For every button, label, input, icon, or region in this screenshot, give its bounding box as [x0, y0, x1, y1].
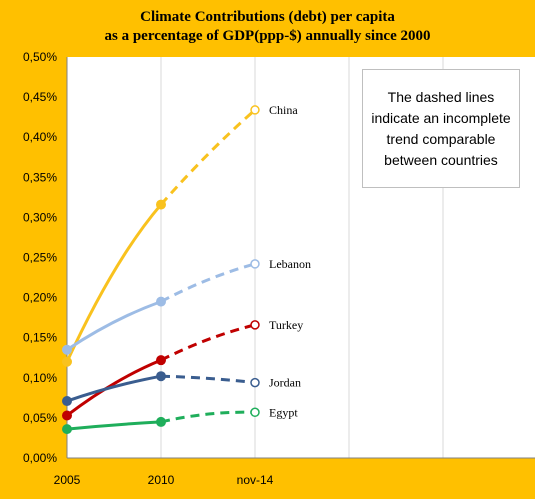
x-tick-label: 2005: [54, 473, 81, 487]
x-tick-label: nov-14: [237, 473, 274, 487]
series-label-egypt: Egypt: [269, 405, 298, 419]
series-line-egypt: [65, 420, 163, 431]
data-point-jordan: [156, 371, 166, 382]
data-point-lebanon: [62, 344, 72, 355]
y-tick-label: 0,15%: [23, 331, 57, 345]
series-dashed-line-egypt: [160, 410, 256, 424]
data-point-jordan: [250, 377, 260, 388]
data-point-jordan: [62, 396, 72, 407]
data-point-china: [62, 356, 72, 367]
data-point-lebanon: [156, 296, 166, 307]
series-label-jordan: Jordan: [269, 376, 301, 390]
y-tick-label: 0,40%: [23, 130, 57, 144]
x-tick-label: 2010: [148, 473, 175, 487]
y-tick-label: 0,45%: [23, 90, 57, 104]
chart-title-line-2: as a percentage of GDP(ppp-$) annually s…: [104, 28, 431, 44]
data-point-turkey: [62, 410, 72, 421]
series-dashed-line-china: [159, 108, 256, 206]
series-label-china: China: [269, 103, 298, 117]
y-tick-label: 0,35%: [23, 170, 57, 184]
data-point-egypt: [250, 407, 260, 418]
y-tick-label: 0,50%: [23, 50, 57, 64]
data-point-lebanon: [250, 259, 260, 269]
series-label-turkey: Turkey: [269, 318, 303, 332]
data-point-turkey: [250, 320, 260, 330]
series-dashed-line-lebanon: [160, 262, 256, 303]
data-point-egypt: [156, 416, 166, 427]
series-dashed-line-jordan: [160, 374, 256, 385]
y-tick-label: 0,30%: [23, 210, 57, 224]
chart-title-line-1: Climate Contributions (debt) per capita: [140, 9, 395, 25]
data-point-china: [156, 199, 166, 210]
series-line-jordan: [65, 374, 163, 403]
annotation-box: The dashed lines indicate an incomplete …: [362, 69, 520, 188]
y-tick-label: 0,10%: [23, 371, 57, 385]
data-point-turkey: [156, 355, 166, 366]
series-line-turkey: [65, 358, 163, 417]
y-tick-label: 0,05%: [23, 411, 57, 425]
data-point-egypt: [62, 424, 72, 435]
y-tick-label: 0,20%: [23, 291, 57, 305]
series-line-lebanon: [65, 300, 163, 352]
series-dashed-line-turkey: [160, 323, 256, 362]
chart-title: Climate Contributions (debt) per capita …: [0, 8, 535, 46]
y-tick-label: 0,25%: [23, 251, 57, 265]
series-line-china: [65, 203, 163, 364]
y-tick-label: 0,00%: [23, 451, 57, 465]
data-point-china: [250, 105, 260, 115]
series-label-lebanon: Lebanon: [269, 257, 311, 271]
annotation-text: The dashed lines indicate an incomplete …: [371, 88, 511, 168]
